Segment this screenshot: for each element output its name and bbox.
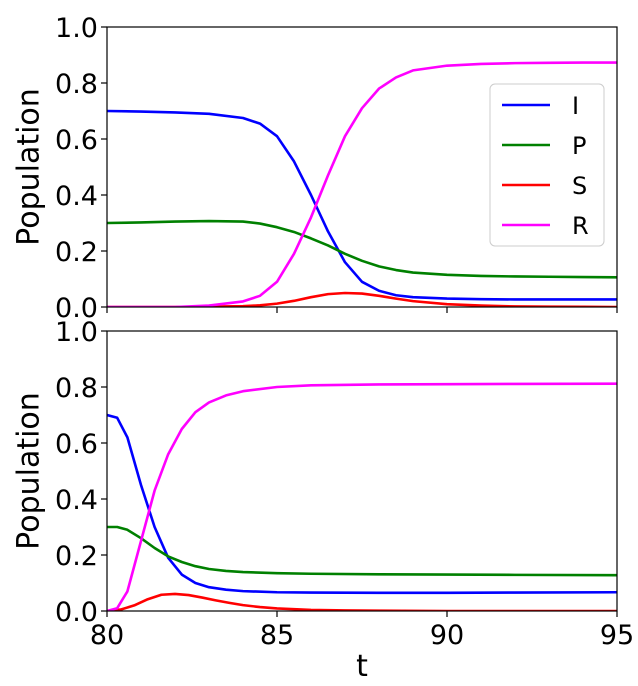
y-tick-label: 0.8 [55, 69, 98, 100]
bottom-panel: 0.0 0.2 0.4 0.6 0.8 1.0 80 85 90 95 Population t [12, 317, 635, 684]
y-axis-label: Population [12, 88, 47, 246]
x-axis-label: t [356, 649, 368, 684]
x-tick-label: 85 [260, 620, 294, 651]
y-tick-label: 0.2 [55, 237, 98, 268]
legend-label-r: R [572, 212, 589, 240]
y-tick-label: 0.4 [55, 181, 98, 212]
legend-box [489, 83, 605, 247]
legend-label-i: I [572, 92, 579, 120]
y-tick-label: 0.6 [55, 125, 98, 156]
series-line-i [107, 109, 617, 301]
legend-label-p: P [572, 132, 586, 160]
series-line-i [107, 413, 617, 595]
y-tick-label: 0.8 [55, 373, 98, 404]
plot-frame [106, 26, 618, 308]
series-line-r [107, 61, 617, 307]
y-tick-label: 1.0 [55, 13, 98, 44]
series-line-r [107, 382, 617, 611]
series-line-p [107, 525, 617, 577]
x-tick-label: 90 [430, 620, 464, 651]
y-tick-label: 1.0 [55, 317, 98, 348]
y-tick-label: 0.6 [55, 429, 98, 460]
y-tick-label: 0.0 [55, 597, 98, 628]
y-tick-label: 0.4 [55, 485, 98, 516]
x-tick-label: 80 [90, 620, 124, 651]
x-tick-label: 95 [600, 620, 634, 651]
series-line-s [107, 592, 617, 611]
legend-label-s: S [572, 172, 587, 200]
series-lines [107, 61, 617, 307]
plot-frame [106, 330, 618, 612]
y-axis-label: Population [12, 392, 47, 550]
y-tick-label: 0.2 [55, 541, 98, 572]
y-tick-label: 0.0 [55, 293, 98, 324]
series-line-p [107, 219, 617, 279]
series-lines [107, 382, 617, 611]
